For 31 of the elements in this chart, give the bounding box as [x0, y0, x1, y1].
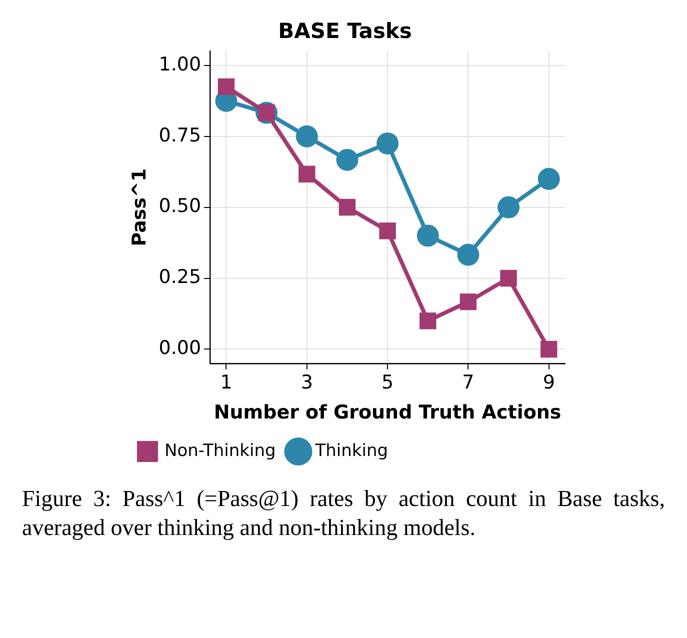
y-tick-label: 0.50 [158, 195, 202, 218]
legend-label: Thinking [314, 440, 388, 461]
point [336, 148, 358, 171]
point [379, 222, 396, 240]
point [498, 196, 520, 218]
x-tick-label: 7 [462, 372, 474, 394]
chart-title: BASE Tasks [278, 19, 412, 44]
legend-label: Non-Thinking [164, 440, 276, 461]
point [500, 270, 517, 287]
x-tick-label: 5 [382, 372, 394, 394]
point [460, 293, 477, 310]
caption: Figure 3: Pass^1 (=Pass@1) rates by action count in Base tasks, averaged over thinking and non-thinking models. [22, 485, 665, 542]
x-axis-title: Number of Ground Truth Actions [214, 402, 562, 424]
point [420, 312, 436, 330]
x-tick-label: 9 [542, 372, 555, 394]
point [538, 168, 560, 190]
point [338, 198, 356, 216]
point [376, 132, 399, 154]
y-axis-title: Pass^1 [128, 168, 150, 246]
y-tick-label: 0.25 [158, 266, 202, 288]
point [416, 224, 439, 247]
point [298, 166, 316, 182]
point [540, 340, 558, 358]
y-tick-label: 0.00 [158, 337, 202, 360]
x-tick-label: 3 [300, 372, 313, 394]
x-tick-label: 1 [220, 372, 232, 394]
y-tick-label: 1.00 [158, 53, 202, 76]
y-tick-label: 0.75 [158, 124, 202, 146]
point [218, 78, 235, 96]
point [457, 244, 480, 266]
point [296, 125, 318, 148]
